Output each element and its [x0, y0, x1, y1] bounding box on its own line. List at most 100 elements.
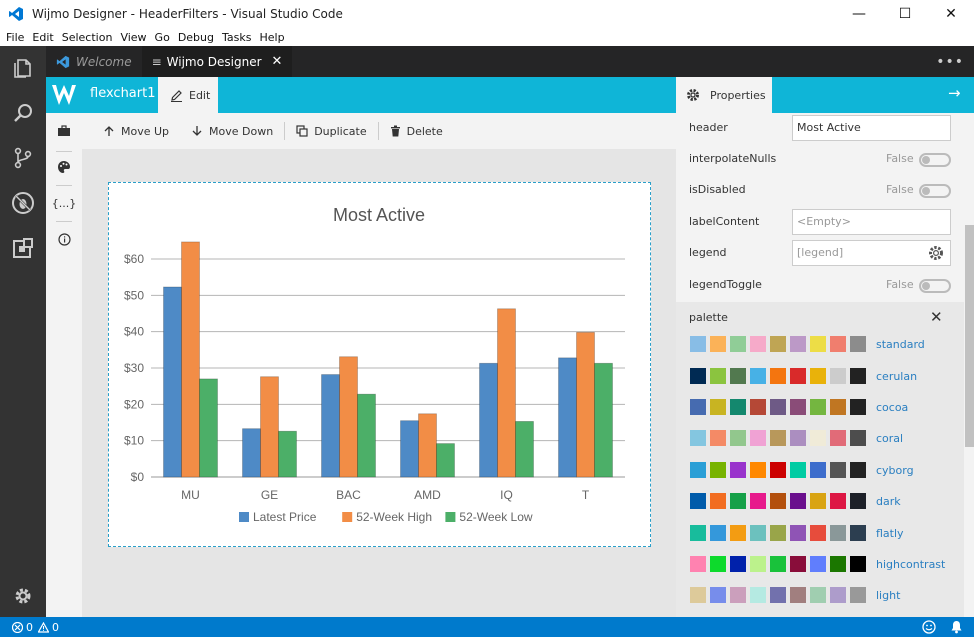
palette-name-highcontrast[interactable]: highcontrast: [876, 558, 946, 571]
legend-label: 52-Week High: [356, 510, 432, 524]
status-bar: 0 0: [0, 617, 974, 637]
trash-icon: [390, 125, 400, 137]
menu-debug[interactable]: Debug: [177, 30, 214, 44]
palette-swatches-standard[interactable]: [690, 336, 870, 354]
move-up-button[interactable]: Move Up: [92, 125, 180, 138]
color-swatch: [810, 336, 826, 352]
header-input[interactable]: Most Active: [792, 115, 951, 141]
color-swatch: [850, 587, 866, 603]
more-actions-icon[interactable]: •••: [936, 54, 964, 70]
color-swatch: [710, 336, 726, 352]
extensions-icon[interactable]: [0, 228, 46, 268]
bar-bac-0: [321, 374, 340, 478]
color-swatch: [830, 462, 846, 478]
close-window-button[interactable]: ✕: [945, 6, 957, 22]
palette-swatches-dark[interactable]: [690, 493, 870, 511]
palette-swatches-cerulan[interactable]: [690, 368, 870, 386]
palette-name-standard[interactable]: standard: [876, 338, 925, 351]
search-icon[interactable]: [0, 93, 46, 133]
color-swatch: [730, 368, 746, 384]
y-tick-label: $20: [124, 397, 144, 411]
palette-name-cyborg[interactable]: cyborg: [876, 464, 914, 477]
tab-wijmo-designer[interactable]: ≡ Wijmo Designer ✕: [141, 46, 293, 77]
debug-icon[interactable]: [0, 183, 46, 223]
color-swatch: [690, 525, 706, 541]
color-swatch: [730, 587, 746, 603]
is-disabled-toggle[interactable]: [919, 184, 951, 198]
menu-selection[interactable]: Selection: [61, 30, 113, 44]
menu-help[interactable]: Help: [259, 30, 285, 44]
feedback-smiley-icon[interactable]: [922, 620, 936, 637]
palette-swatches-light[interactable]: [690, 587, 870, 605]
scrollbar-thumb[interactable]: [965, 225, 974, 447]
minimize-button[interactable]: —: [852, 6, 866, 22]
color-swatch: [790, 336, 806, 352]
legend-settings-gear-icon[interactable]: [928, 245, 944, 264]
properties-tab[interactable]: Properties: [676, 77, 772, 113]
duplicate-button[interactable]: Duplicate: [285, 125, 377, 138]
legend-toggle-switch[interactable]: [919, 279, 951, 293]
edit-button[interactable]: Edit: [158, 77, 218, 113]
legend-input[interactable]: [legend]: [792, 240, 951, 266]
palette-name-cerulan[interactable]: cerulan: [876, 370, 918, 383]
delete-button[interactable]: Delete: [379, 125, 454, 138]
menu-file[interactable]: File: [6, 30, 25, 44]
color-swatch: [730, 556, 746, 572]
menu-tasks[interactable]: Tasks: [222, 30, 252, 44]
color-swatch: [790, 493, 806, 509]
explorer-icon[interactable]: [0, 48, 46, 88]
palette-name-light[interactable]: light: [876, 589, 901, 602]
palette-name-flatly[interactable]: flatly: [876, 527, 904, 540]
menu-edit[interactable]: Edit: [32, 30, 54, 44]
color-swatch: [770, 462, 786, 478]
palette-icon[interactable]: [46, 157, 82, 177]
notifications-bell-icon[interactable]: [950, 620, 963, 637]
menu-view[interactable]: View: [120, 30, 147, 44]
collapse-arrow-icon[interactable]: →: [948, 84, 961, 102]
vscode-tab-icon: [56, 55, 70, 68]
palette-name-coral[interactable]: coral: [876, 432, 904, 445]
color-swatch: [730, 430, 746, 446]
color-swatch: [690, 462, 706, 478]
code-braces-icon[interactable]: {...}: [51, 196, 77, 210]
warning-count: 0: [52, 620, 59, 634]
legend-swatch: [239, 512, 249, 522]
x-tick-label: BAC: [336, 488, 361, 502]
maximize-button[interactable]: ☐: [898, 6, 912, 22]
palette-swatches-coral[interactable]: [690, 430, 870, 448]
flexchart-control[interactable]: Most Active $0 $10 $20 $30 $40 $50 $60 MU GE BAC AM…: [108, 182, 651, 547]
briefcase-icon[interactable]: [46, 121, 82, 141]
move-down-button[interactable]: Move Down: [180, 125, 284, 138]
color-swatch: [730, 525, 746, 541]
close-palette-icon[interactable]: ✕: [930, 308, 943, 326]
y-tick-label: $60: [124, 252, 144, 266]
settings-gear-icon[interactable]: [0, 576, 46, 616]
color-swatch: [750, 368, 766, 384]
color-swatch: [730, 462, 746, 478]
color-swatch: [750, 336, 766, 352]
color-swatch: [790, 368, 806, 384]
close-tab-icon[interactable]: ✕: [271, 54, 283, 69]
palette-name-cocoa[interactable]: cocoa: [876, 401, 909, 414]
color-swatch: [750, 587, 766, 603]
title-bar: Wijmo Designer - HeaderFilters - Visual …: [0, 0, 974, 28]
tab-welcome-label: Welcome: [76, 54, 132, 69]
arrow-down-icon: [192, 126, 202, 136]
interpolate-nulls-toggle[interactable]: [919, 153, 951, 167]
palette-swatches-highcontrast[interactable]: [690, 556, 870, 574]
copy-icon: [296, 125, 308, 137]
prop-label: legendToggle: [689, 278, 762, 291]
source-control-icon[interactable]: [0, 138, 46, 178]
info-icon[interactable]: [46, 229, 82, 249]
palette-swatches-flatly[interactable]: [690, 525, 870, 543]
errors-indicator[interactable]: 0 0: [12, 621, 59, 634]
label-content-input[interactable]: <Empty>: [792, 209, 951, 235]
menu-go[interactable]: Go: [154, 30, 170, 44]
pencil-icon: [171, 89, 182, 102]
color-swatch: [690, 587, 706, 603]
color-swatch: [750, 462, 766, 478]
palette-swatches-cocoa[interactable]: [690, 399, 870, 417]
palette-name-dark[interactable]: dark: [876, 495, 901, 508]
tab-welcome[interactable]: Welcome: [46, 46, 142, 77]
palette-swatches-cyborg[interactable]: [690, 462, 870, 480]
